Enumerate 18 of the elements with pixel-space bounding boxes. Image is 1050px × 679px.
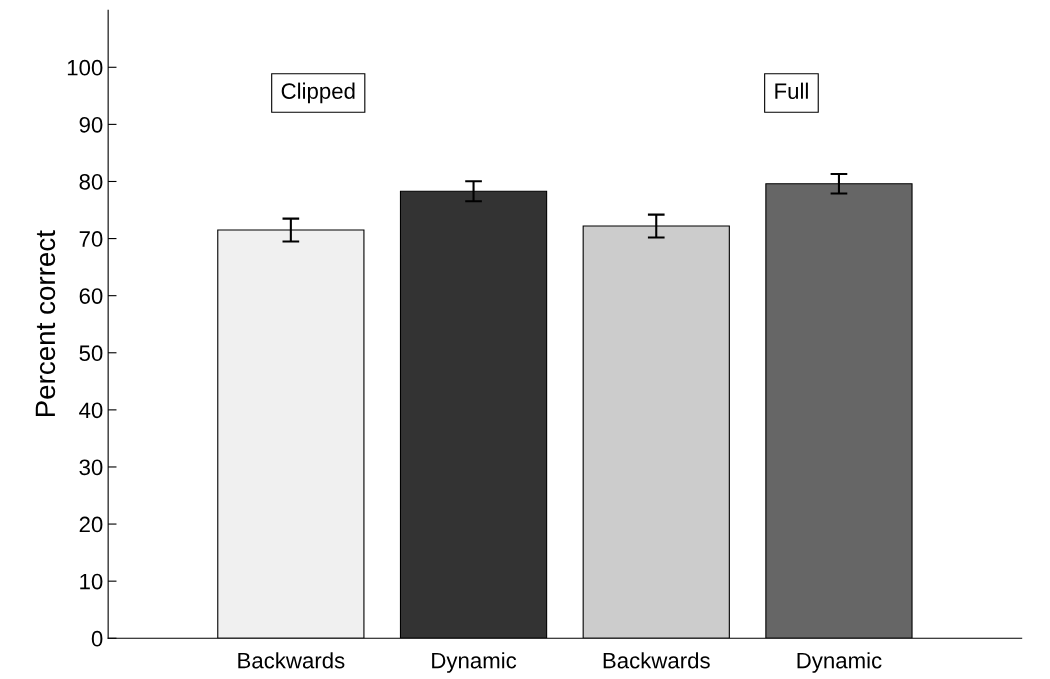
x-tick-label: Dynamic bbox=[432, 652, 517, 673]
x-tick-label: Backwards bbox=[603, 652, 710, 669]
y-tick-label: 40 bbox=[79, 402, 103, 419]
y-axis-title: Percent correct bbox=[35, 230, 56, 417]
annotation: Clipped bbox=[281, 82, 355, 104]
x-tick-label: Dynamic bbox=[797, 652, 882, 673]
y-tick-label: 80 bbox=[79, 174, 103, 190]
y-tick-label: 0 bbox=[91, 630, 103, 647]
x-tick-label: Backwards bbox=[238, 652, 345, 669]
y-tick-label: 10 bbox=[80, 573, 103, 590]
y-tick-label: 100 bbox=[67, 59, 103, 76]
y-tick-label: 30 bbox=[79, 459, 103, 476]
y-tick-label: 60 bbox=[79, 288, 103, 304]
y-tick-label: 90 bbox=[79, 116, 103, 133]
y-tick-label: 70 bbox=[79, 231, 103, 247]
y-tick-label: 20 bbox=[79, 516, 103, 533]
annotation: Full bbox=[775, 82, 808, 99]
y-tick-label: 50 bbox=[79, 345, 103, 362]
